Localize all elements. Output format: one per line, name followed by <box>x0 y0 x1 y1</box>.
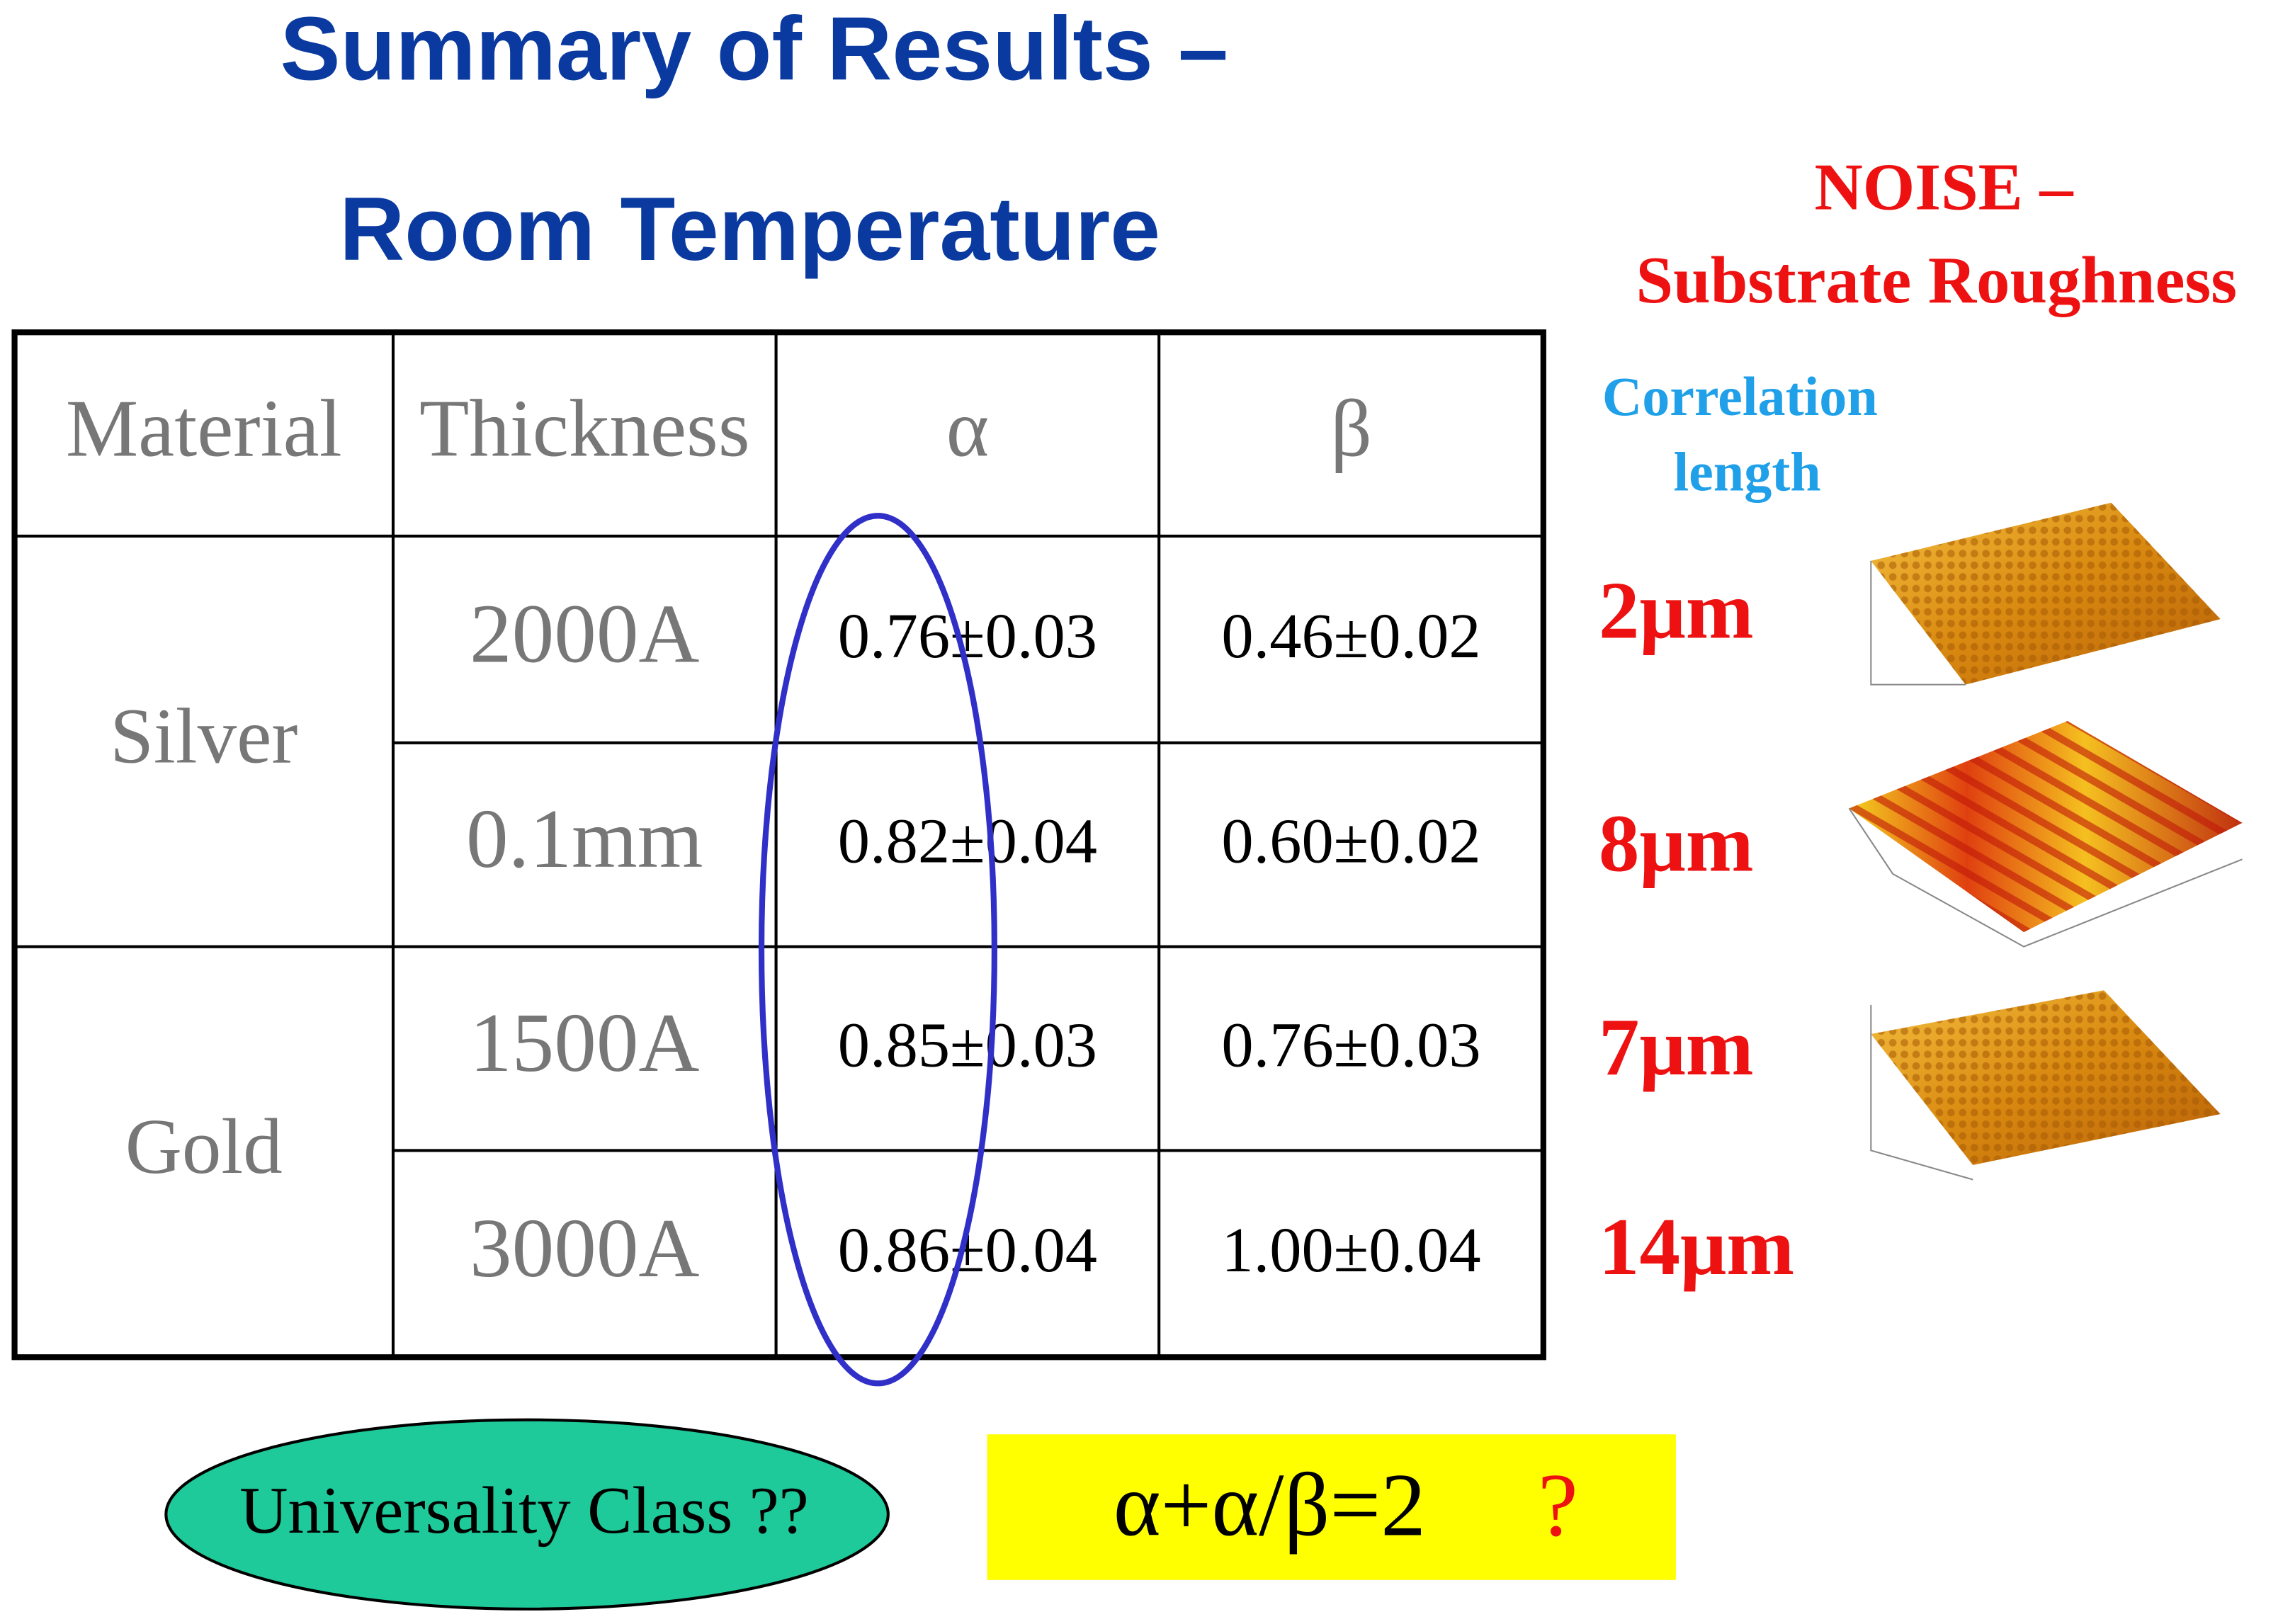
correlation-label: Correlation <box>1602 365 1878 427</box>
relation: α+α/β=2 <box>1114 1455 1426 1555</box>
universality-bubble <box>164 1418 890 1611</box>
thickness-cell: 1500A <box>470 996 700 1089</box>
title: Room Temperature <box>339 179 1160 280</box>
title: Summary of Results – <box>280 0 1228 99</box>
highlight-ellipse <box>758 513 998 1387</box>
thickness-cell: 2000A <box>470 586 700 680</box>
afm-image <box>1870 502 2221 686</box>
correlation-length: 2μm <box>1599 565 1754 656</box>
value-cell: 0.60±0.02 <box>1221 805 1480 877</box>
correlation-length: 14μm <box>1599 1201 1794 1292</box>
table-border <box>11 329 1546 1361</box>
lengths: 2μm 8μm 7μm 14μm <box>1599 565 1794 1292</box>
noise-subtitle: Substrate Roughness <box>1636 244 2237 317</box>
results-table: Material Thickness α β Silver 2000A 0.76±0.03 0… <box>11 329 1546 1361</box>
value-cell: 0.82±0.04 <box>838 805 1097 877</box>
material-cell: Gold <box>125 1103 283 1191</box>
thickness-cell: 0.1mm <box>466 792 703 885</box>
relation-box <box>987 1434 1676 1580</box>
noise-title: NOISE – <box>1814 151 2073 225</box>
value-cell: 1.00±0.04 <box>1221 1214 1480 1285</box>
correlation-length: 7μm <box>1599 1001 1754 1092</box>
thickness-cell: 3000A <box>470 1201 700 1295</box>
universality-text: Universality Class ?? <box>239 1474 808 1548</box>
column-header: Material <box>66 383 342 474</box>
value-cell: 0.85±0.03 <box>838 1009 1097 1080</box>
value-cell: 0.76±0.03 <box>1221 1009 1480 1080</box>
correlation-length: 8μm <box>1599 797 1754 888</box>
correlation-label: length <box>1673 441 1820 503</box>
column-header: α <box>946 383 989 474</box>
afm-image <box>1848 721 2243 948</box>
column-header: Thickness <box>419 383 750 474</box>
column-header: β <box>1330 383 1372 474</box>
afm-image <box>1870 990 2221 1181</box>
value-cell: 0.46±0.02 <box>1221 600 1480 671</box>
material-cell: Silver <box>110 693 298 780</box>
question-mark: ? <box>1538 1455 1578 1555</box>
